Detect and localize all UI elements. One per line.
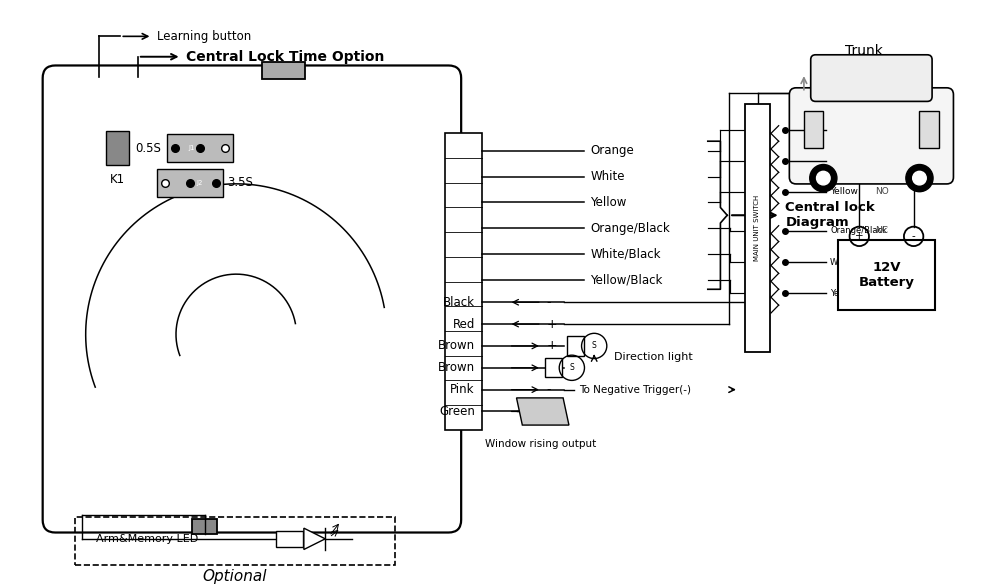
Text: To Negative Trigger(-): To Negative Trigger(-) bbox=[579, 384, 691, 394]
Text: COM: COM bbox=[875, 156, 896, 165]
Text: NO: NO bbox=[875, 288, 889, 297]
Bar bbox=[262, 62, 305, 79]
Circle shape bbox=[810, 165, 837, 192]
Text: 0.5S: 0.5S bbox=[135, 141, 161, 155]
FancyBboxPatch shape bbox=[811, 55, 932, 101]
Text: Central Lock Time Option: Central Lock Time Option bbox=[186, 50, 385, 64]
Text: Arm&Memory LED: Arm&Memory LED bbox=[96, 534, 198, 544]
Text: +: + bbox=[547, 362, 557, 374]
Text: White/Black: White/Black bbox=[590, 247, 661, 260]
Text: -: - bbox=[547, 383, 551, 396]
Text: +: + bbox=[547, 339, 557, 352]
FancyBboxPatch shape bbox=[789, 88, 953, 184]
Text: +: + bbox=[547, 318, 557, 331]
Text: -: - bbox=[912, 231, 916, 241]
Text: Black: Black bbox=[443, 296, 475, 309]
Text: +: + bbox=[855, 231, 864, 241]
Bar bbox=[75, 517, 395, 564]
Text: 3.5S: 3.5S bbox=[227, 176, 253, 189]
Text: Trunk: Trunk bbox=[845, 44, 883, 57]
Text: MAIN UNIT SWITCH: MAIN UNIT SWITCH bbox=[754, 195, 760, 261]
Text: Orange/Black: Orange/Black bbox=[590, 222, 670, 234]
Bar bbox=[545, 358, 562, 377]
Text: Window rising output: Window rising output bbox=[485, 439, 596, 449]
Text: -: - bbox=[547, 405, 551, 418]
Text: NO: NO bbox=[875, 187, 889, 196]
FancyBboxPatch shape bbox=[43, 66, 461, 533]
Circle shape bbox=[817, 171, 830, 185]
Text: Orange: Orange bbox=[830, 125, 864, 134]
Text: Yellow: Yellow bbox=[590, 196, 627, 209]
Circle shape bbox=[913, 171, 926, 185]
Text: Central lock
Diagram: Central lock Diagram bbox=[785, 201, 875, 229]
Bar bbox=[167, 134, 233, 162]
Bar bbox=[276, 531, 303, 547]
Text: Green: Green bbox=[439, 405, 475, 418]
Text: S: S bbox=[569, 363, 574, 372]
Text: Yellow/Black: Yellow/Black bbox=[830, 288, 882, 297]
Bar bbox=[838, 240, 935, 310]
Text: J2: J2 bbox=[197, 180, 203, 186]
Text: Optional: Optional bbox=[203, 570, 267, 584]
Text: Pink: Pink bbox=[450, 383, 475, 396]
Text: Red: Red bbox=[452, 318, 475, 331]
Text: COM: COM bbox=[875, 257, 896, 266]
Text: White: White bbox=[590, 170, 625, 183]
Bar bbox=[745, 104, 770, 352]
Text: 12V
Battery: 12V Battery bbox=[859, 261, 914, 289]
Bar bbox=[106, 131, 129, 165]
Text: NC: NC bbox=[875, 125, 888, 134]
Polygon shape bbox=[304, 528, 325, 550]
Text: S: S bbox=[592, 342, 597, 350]
Text: Orange: Orange bbox=[590, 144, 634, 158]
Text: K1: K1 bbox=[110, 173, 125, 186]
Text: Brown: Brown bbox=[438, 362, 475, 374]
Bar bbox=[804, 111, 823, 148]
Text: J1: J1 bbox=[188, 145, 194, 151]
Text: Direction light: Direction light bbox=[614, 352, 692, 362]
Bar bbox=[157, 169, 223, 196]
Text: Yellow: Yellow bbox=[830, 187, 858, 196]
Text: White/Black: White/Black bbox=[830, 257, 880, 266]
Text: Orange/Black: Orange/Black bbox=[830, 226, 887, 235]
Bar bbox=[445, 134, 482, 430]
Text: Brown: Brown bbox=[438, 339, 475, 352]
Bar bbox=[192, 519, 217, 534]
Polygon shape bbox=[517, 398, 569, 425]
Text: Yellow/Black: Yellow/Black bbox=[590, 273, 663, 286]
Text: -: - bbox=[547, 296, 551, 309]
Bar bbox=[919, 111, 939, 148]
Bar bbox=[567, 336, 584, 356]
Text: Learning button: Learning button bbox=[157, 30, 251, 43]
Text: NC: NC bbox=[875, 226, 888, 235]
Text: White: White bbox=[830, 156, 857, 165]
Circle shape bbox=[906, 165, 933, 192]
